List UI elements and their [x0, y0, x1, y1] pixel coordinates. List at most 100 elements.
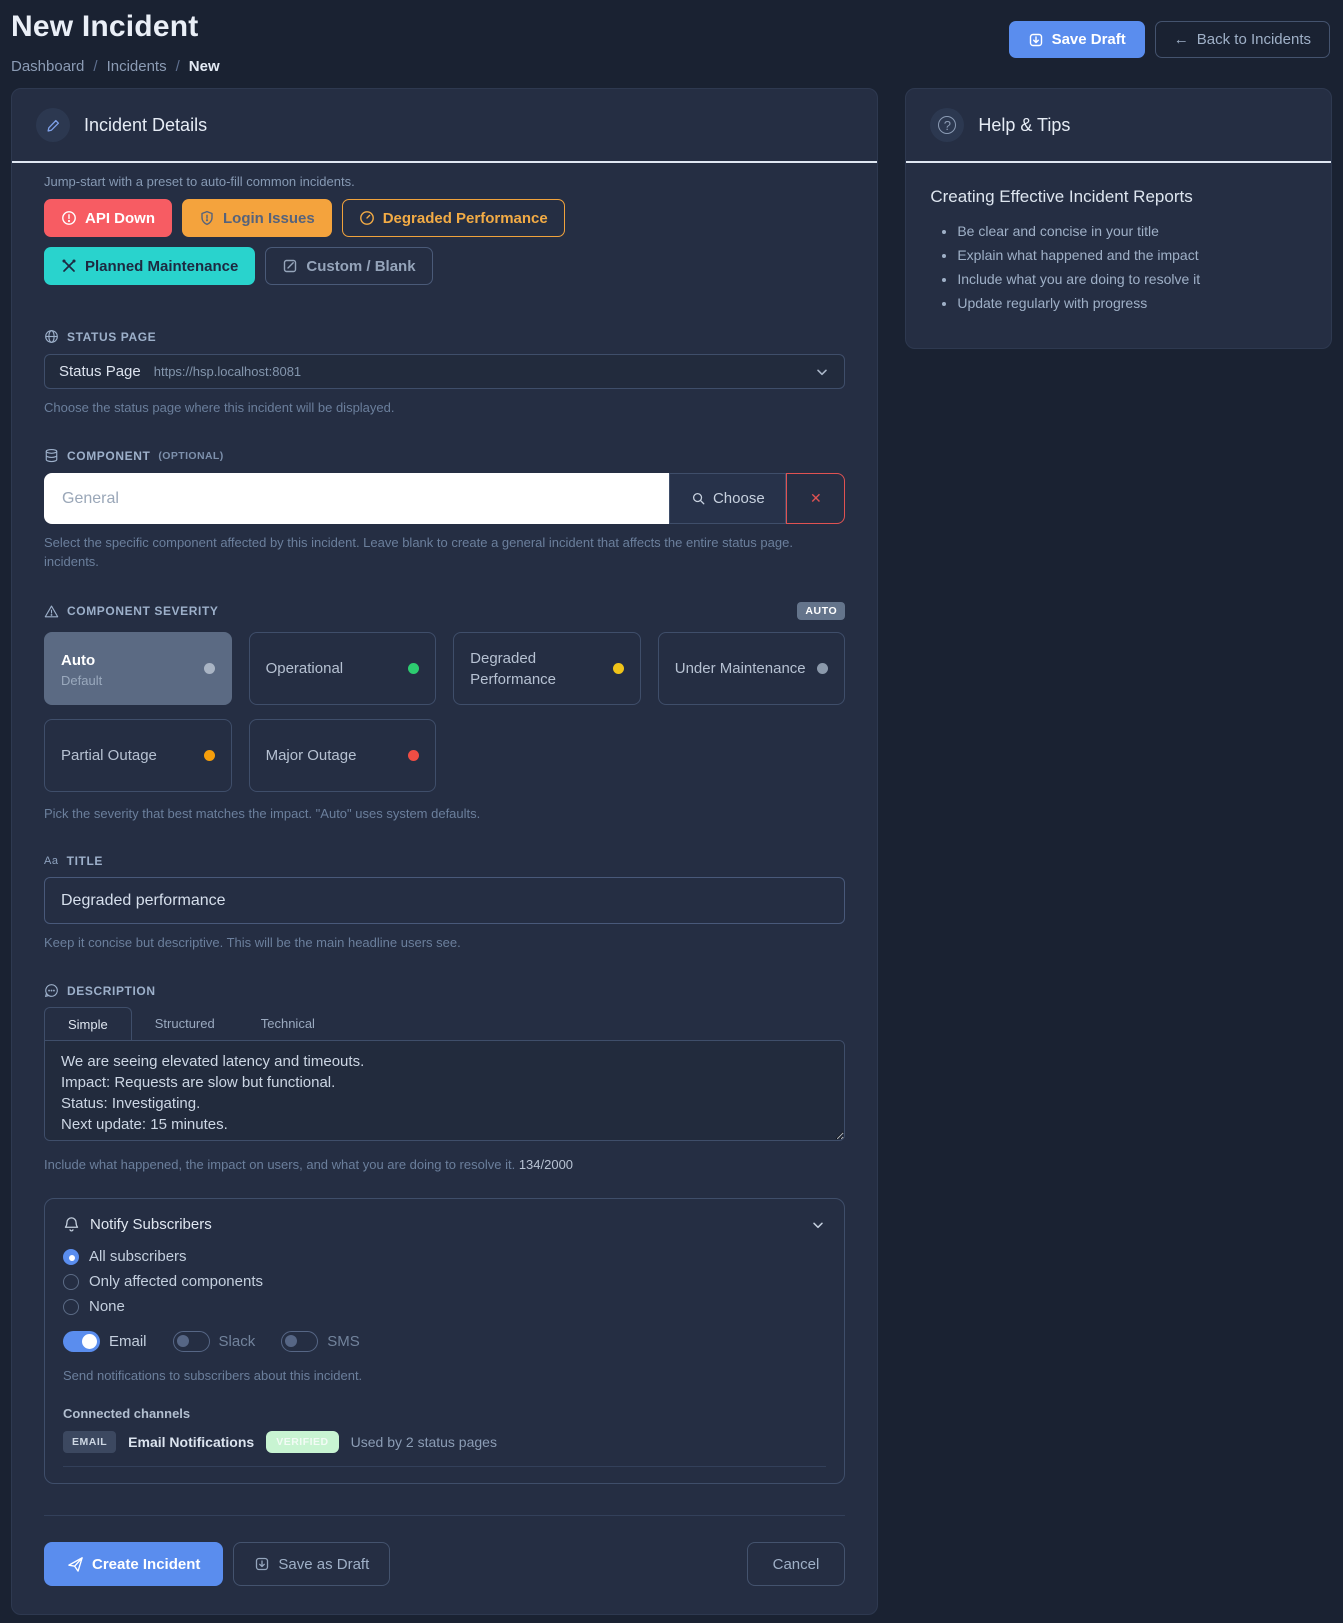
globe-icon [44, 329, 59, 344]
chevron-down-icon [810, 1217, 826, 1233]
severity-dot [203, 750, 215, 761]
notify-subscribers-header[interactable]: Notify Subscribers [63, 1216, 826, 1233]
save-draft-button[interactable]: Save Draft [1008, 21, 1145, 58]
preset-degraded-performance[interactable]: Degraded Performance [341, 199, 565, 237]
incident-details-card: Incident Details Jump-start with a prese… [11, 88, 879, 1615]
severity-option-partial-outage[interactable]: Partial Outage [44, 719, 232, 792]
preset-custom-blank[interactable]: Custom / Blank [265, 247, 433, 285]
severity-dot [408, 750, 420, 761]
breadcrumb-new: New [188, 58, 220, 75]
radio-button [63, 1298, 79, 1315]
tab-structured[interactable]: Structured [154, 1016, 215, 1031]
shield-icon [199, 210, 215, 226]
component-choose-button[interactable]: Choose [669, 473, 787, 524]
severity-option-auto[interactable]: Auto Default [44, 632, 232, 705]
description-helper: Include what happened, the impact on use… [44, 1157, 574, 1172]
toggle-switch [281, 1331, 319, 1352]
help-tip: Be clear and concise in your title [957, 222, 1307, 241]
breadcrumb-separator: / [175, 58, 180, 75]
save-as-draft-button[interactable]: Save as Draft [233, 1542, 391, 1586]
description-label: DESCRIPTION [44, 983, 845, 998]
breadcrumb: Dashboard / Incidents / New [11, 58, 1332, 75]
notify-title: Notify Subscribers [90, 1216, 212, 1233]
page-title: New Incident [11, 10, 199, 43]
help-tips-card: ? Help & Tips Creating Effective Inciden… [905, 88, 1332, 349]
severity-option-operational[interactable]: Operational [248, 632, 437, 705]
question-icon: ? [930, 108, 965, 142]
tab-simple[interactable]: Simple [44, 1007, 132, 1040]
help-tips-list: Be clear and concise in your title Expla… [930, 222, 1307, 313]
help-heading: Creating Effective Incident Reports [930, 187, 1193, 206]
breadcrumb-dashboard[interactable]: Dashboard [11, 58, 85, 75]
status-page-select[interactable]: Status Page https://hsp.localhost:8081 [44, 354, 846, 389]
help-tips-header: ? Help & Tips [906, 89, 1331, 163]
content: Incident Details Jump-start with a prese… [11, 88, 1332, 1615]
save-icon [1028, 32, 1044, 48]
notify-channel-toggles: Email Slack SMS [63, 1331, 826, 1352]
severity-dot [612, 663, 624, 674]
tools-icon [61, 258, 77, 274]
severity-helper: Pick the severity that best matches the … [44, 806, 481, 821]
breadcrumb-separator: / [93, 58, 98, 75]
back-to-incidents-button[interactable]: ← Back to Incidents [1154, 21, 1330, 58]
help-tip: Explain what happened and the impact [957, 246, 1307, 265]
channel-usage: Used by 2 status pages [350, 1434, 497, 1450]
form-footer: Create Incident Save as Draft Cancel [44, 1515, 846, 1614]
radio-button [63, 1248, 79, 1265]
bell-icon [63, 1216, 80, 1233]
toggle-email[interactable]: Email [63, 1331, 147, 1352]
severity-dot [203, 663, 215, 674]
status-page-selected-url: https://hsp.localhost:8081 [153, 364, 302, 379]
severity-dot [817, 663, 829, 674]
toggle-slack[interactable]: Slack [172, 1331, 255, 1352]
toggle-sms[interactable]: SMS [281, 1331, 360, 1352]
radio-none[interactable]: None [63, 1298, 826, 1315]
severity-option-major-outage[interactable]: Major Outage [248, 719, 437, 792]
preset-api-down[interactable]: API Down [44, 199, 172, 237]
component-clear-button[interactable]: ✕ [786, 473, 846, 524]
notify-helper: Send notifications to subscribers about … [63, 1368, 363, 1383]
description-textarea[interactable]: We are seeing elevated latency and timeo… [44, 1040, 846, 1141]
breadcrumb-incidents[interactable]: Incidents [106, 58, 167, 75]
toggle-switch [63, 1331, 100, 1352]
database-icon [44, 448, 59, 463]
title-input[interactable] [44, 877, 846, 924]
header-actions: Save Draft ← Back to Incidents [1008, 21, 1330, 58]
severity-label: COMPONENT SEVERITY [67, 604, 219, 618]
preset-hint: Jump-start with a preset to auto-fill co… [44, 174, 355, 189]
severity-option-under-maintenance[interactable]: Under Maintenance [657, 632, 846, 705]
warning-icon [44, 604, 59, 619]
help-tip: Include what you are doing to resolve it [957, 270, 1307, 289]
toggle-switch [172, 1331, 210, 1352]
notify-subscribers-panel: Notify Subscribers All subscribers Only [44, 1198, 846, 1484]
incident-details-header: Incident Details [12, 89, 878, 163]
title-label: Aa TITLE [44, 854, 103, 868]
create-incident-button[interactable]: Create Incident [44, 1542, 224, 1586]
severity-options: Auto Default Operational Degraded Perfor… [44, 632, 846, 792]
radio-all-subscribers[interactable]: All subscribers [63, 1248, 826, 1265]
tab-technical[interactable]: Technical [260, 1016, 315, 1031]
status-page-helper: Choose the status page where this incide… [44, 400, 395, 415]
radio-only-affected-components[interactable]: Only affected components [63, 1273, 826, 1290]
save-icon [254, 1556, 270, 1572]
radio-button [63, 1273, 79, 1290]
component-label: COMPONENT (OPTIONAL) [44, 448, 845, 463]
back-arrow-icon: ← [1173, 31, 1189, 48]
verified-badge: VERIFIED [266, 1431, 339, 1453]
channel-type-badge: EMAIL [63, 1431, 117, 1453]
channel-name: Email Notifications [128, 1434, 255, 1450]
cancel-button[interactable]: Cancel [746, 1542, 846, 1586]
preset-buttons: API Down Login Issues Degraded Performan… [44, 199, 774, 285]
alert-circle-icon [61, 210, 77, 226]
preset-planned-maintenance[interactable]: Planned Maintenance [44, 247, 256, 285]
auto-badge: AUTO [797, 602, 846, 620]
title-helper: Keep it concise but descriptive. This wi… [44, 935, 461, 950]
pencil-icon [36, 108, 70, 142]
help-card-title: Help & Tips [978, 114, 1071, 135]
help-tip: Update regularly with progress [957, 294, 1307, 313]
component-input[interactable] [44, 473, 670, 524]
text-icon: Aa [44, 855, 59, 867]
preset-login-issues[interactable]: Login Issues [182, 199, 332, 237]
status-page-selected-name: Status Page [59, 363, 141, 380]
severity-option-degraded-performance[interactable]: Degraded Performance [453, 632, 641, 705]
